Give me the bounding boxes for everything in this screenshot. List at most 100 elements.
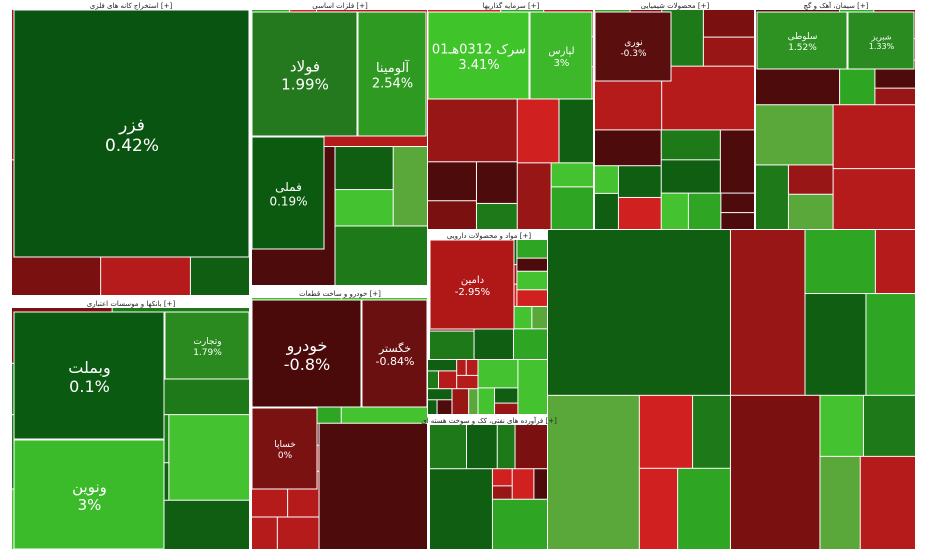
stock-tile xyxy=(594,11,672,82)
tile-bg xyxy=(492,469,512,486)
tile-bg xyxy=(478,360,518,388)
tile-bg xyxy=(512,469,534,499)
stock-tile xyxy=(429,239,515,330)
tile-bg xyxy=(730,395,820,549)
tile-bg xyxy=(833,105,915,169)
tile-bg xyxy=(335,147,393,190)
stock-change: 0% xyxy=(278,451,293,461)
tile-bg xyxy=(430,425,466,469)
tile-bg xyxy=(515,425,547,469)
tile-bg xyxy=(517,163,551,229)
tile-bg xyxy=(661,160,720,193)
stock-change: -0.3% xyxy=(620,49,647,59)
tile-bg xyxy=(693,395,730,468)
stock-symbol: نوری xyxy=(624,38,643,48)
tile-bg xyxy=(639,395,693,468)
stock-change: 0.42% xyxy=(105,136,159,156)
tile-bg xyxy=(662,66,754,130)
stock-change: -2.95% xyxy=(455,287,490,298)
stock-symbol: دامین xyxy=(461,275,484,286)
tile-bg xyxy=(639,468,678,549)
tile-bg xyxy=(430,469,492,549)
tile-bg xyxy=(703,10,754,37)
tile-bg xyxy=(452,389,469,414)
tile-bg xyxy=(517,271,547,290)
tile-bg xyxy=(703,37,754,66)
stock-symbol: فزر xyxy=(118,116,145,136)
tile-bg xyxy=(517,240,547,258)
tile-bg xyxy=(866,294,915,395)
tile-bg xyxy=(476,162,517,203)
tile-bg xyxy=(661,130,720,160)
tile-bg xyxy=(788,165,833,194)
stock-tile xyxy=(251,299,362,408)
tile-bg xyxy=(688,193,721,229)
stock-change: -0.8% xyxy=(284,355,330,374)
tile-bg xyxy=(492,486,512,499)
tile-bg xyxy=(428,360,457,371)
stock-change: 3% xyxy=(78,496,102,514)
tile-bg xyxy=(756,105,833,165)
stock-tile xyxy=(357,11,427,137)
tile-bg xyxy=(517,99,559,163)
stock-tile xyxy=(13,9,250,258)
tile-bg xyxy=(548,395,639,549)
stock-tile xyxy=(251,136,325,250)
tile-bg xyxy=(428,400,437,414)
tile-bg xyxy=(319,423,427,549)
tile-bg xyxy=(428,99,517,162)
stock-tile xyxy=(361,299,428,408)
sector-header-bg xyxy=(756,0,915,10)
sector-header-bg xyxy=(595,0,754,10)
stock-symbol: خودرو xyxy=(286,336,328,356)
stock-tile xyxy=(13,311,165,440)
stock-tile xyxy=(847,11,915,70)
stock-tile xyxy=(13,439,165,550)
stock-tile xyxy=(164,311,250,380)
tile-bg xyxy=(820,456,860,549)
tile-bg xyxy=(335,226,427,285)
stock-symbol: لپارس xyxy=(548,46,574,57)
tile-bg xyxy=(252,517,277,549)
stock-symbol: سرک 0312هـ01 xyxy=(432,42,526,57)
stock-symbol: ونوین xyxy=(72,478,107,496)
tile-bg xyxy=(476,203,517,229)
sector-header-bg xyxy=(252,288,427,298)
stock-symbol: خگستر xyxy=(378,342,411,355)
tile-bg xyxy=(788,194,833,229)
tile-bg xyxy=(393,147,427,226)
stock-symbol: فولاد xyxy=(290,58,320,76)
stock-symbol: سلوطی xyxy=(788,32,818,42)
tile-bg xyxy=(532,306,547,329)
stock-symbol: خساپا xyxy=(274,440,296,450)
sector-header-bg xyxy=(430,415,547,425)
tile-bg xyxy=(466,360,478,375)
tile-bg xyxy=(595,193,618,229)
sector-header-bg xyxy=(428,0,593,10)
tile-bg xyxy=(730,230,805,395)
tile-bg xyxy=(438,371,457,389)
tile-bg xyxy=(721,193,754,213)
sector-header-bg xyxy=(12,0,249,10)
tile-bg xyxy=(492,499,547,549)
stock-symbol: آلومینا xyxy=(376,59,410,76)
tile-bg xyxy=(495,403,518,414)
sector-header-bg xyxy=(252,0,427,10)
stock-change: 0.19% xyxy=(269,195,307,209)
tile-bg xyxy=(756,165,788,229)
tile-bg xyxy=(466,425,497,469)
stock-change: 1.99% xyxy=(281,76,329,94)
tile-bg xyxy=(428,371,438,389)
sector-title: محصولات شیمیایی [+] xyxy=(641,2,710,10)
sector-title: استخراج کانه های فلزی [+] xyxy=(90,2,173,10)
tile-bg xyxy=(678,468,730,549)
tile-bg xyxy=(169,415,249,500)
tile-bg xyxy=(833,169,915,229)
stock-symbol: شبریز xyxy=(870,32,891,41)
sector-title: سرمایه گذاریها [+] xyxy=(483,1,540,10)
tile-bg xyxy=(875,230,915,294)
tile-bg xyxy=(478,388,495,414)
stock-tile xyxy=(756,11,848,70)
tile-bg xyxy=(513,306,532,329)
